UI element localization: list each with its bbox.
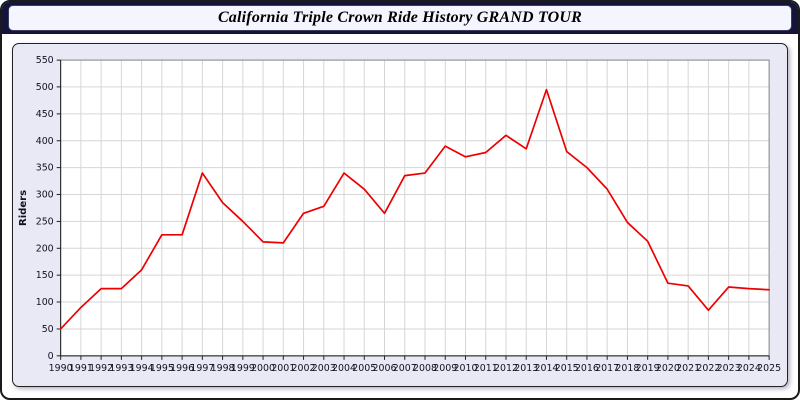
svg-text:2020: 2020 bbox=[656, 363, 680, 374]
svg-text:2014: 2014 bbox=[534, 363, 558, 374]
svg-text:2010: 2010 bbox=[454, 363, 478, 374]
svg-text:2025: 2025 bbox=[757, 363, 781, 374]
svg-text:2019: 2019 bbox=[636, 363, 660, 374]
svg-text:1993: 1993 bbox=[109, 363, 133, 374]
svg-text:100: 100 bbox=[36, 297, 54, 308]
svg-text:1998: 1998 bbox=[211, 363, 235, 374]
svg-text:2024: 2024 bbox=[737, 363, 761, 374]
svg-text:2013: 2013 bbox=[514, 363, 538, 374]
svg-text:450: 450 bbox=[36, 109, 54, 120]
title-bar: California Triple Crown Ride History GRA… bbox=[2, 2, 798, 34]
svg-text:2002: 2002 bbox=[292, 363, 316, 374]
svg-text:2005: 2005 bbox=[352, 363, 376, 374]
svg-text:2003: 2003 bbox=[312, 363, 336, 374]
svg-text:2022: 2022 bbox=[696, 363, 720, 374]
svg-text:1997: 1997 bbox=[190, 363, 214, 374]
svg-text:500: 500 bbox=[36, 82, 54, 93]
svg-text:2016: 2016 bbox=[575, 363, 599, 374]
svg-text:2008: 2008 bbox=[413, 363, 437, 374]
svg-text:1992: 1992 bbox=[89, 363, 113, 374]
svg-text:300: 300 bbox=[36, 189, 54, 200]
svg-text:50: 50 bbox=[42, 324, 54, 335]
svg-text:2006: 2006 bbox=[373, 363, 397, 374]
svg-text:Riders: Riders bbox=[18, 190, 29, 226]
svg-text:400: 400 bbox=[36, 136, 54, 147]
svg-text:2007: 2007 bbox=[393, 363, 417, 374]
svg-text:1996: 1996 bbox=[170, 363, 194, 374]
svg-text:1995: 1995 bbox=[150, 363, 174, 374]
chart-panel: 0 50 100 150 200 250 300 350 400 450 500 550 1990 199… bbox=[12, 43, 788, 387]
svg-text:0: 0 bbox=[48, 351, 54, 362]
chart-title: California Triple Crown Ride History GRA… bbox=[8, 5, 792, 31]
svg-text:350: 350 bbox=[36, 163, 54, 174]
svg-text:250: 250 bbox=[36, 216, 54, 227]
svg-text:2012: 2012 bbox=[494, 363, 518, 374]
svg-text:2023: 2023 bbox=[717, 363, 741, 374]
svg-text:1991: 1991 bbox=[69, 363, 93, 374]
svg-text:2017: 2017 bbox=[595, 363, 619, 374]
svg-text:2001: 2001 bbox=[271, 363, 295, 374]
riders-line-chart: 0501001502002503003504004505005501990199… bbox=[18, 55, 781, 374]
svg-text:200: 200 bbox=[36, 243, 54, 254]
svg-text:150: 150 bbox=[36, 270, 54, 281]
svg-text:2015: 2015 bbox=[555, 363, 579, 374]
svg-text:2018: 2018 bbox=[615, 363, 639, 374]
svg-text:2004: 2004 bbox=[332, 363, 356, 374]
svg-text:1994: 1994 bbox=[130, 363, 154, 374]
svg-text:2000: 2000 bbox=[251, 363, 275, 374]
svg-text:2011: 2011 bbox=[474, 363, 498, 374]
svg-text:1990: 1990 bbox=[49, 363, 73, 374]
svg-text:1999: 1999 bbox=[231, 363, 255, 374]
svg-text:2009: 2009 bbox=[433, 363, 457, 374]
svg-text:550: 550 bbox=[36, 55, 54, 66]
svg-text:2021: 2021 bbox=[676, 363, 700, 374]
